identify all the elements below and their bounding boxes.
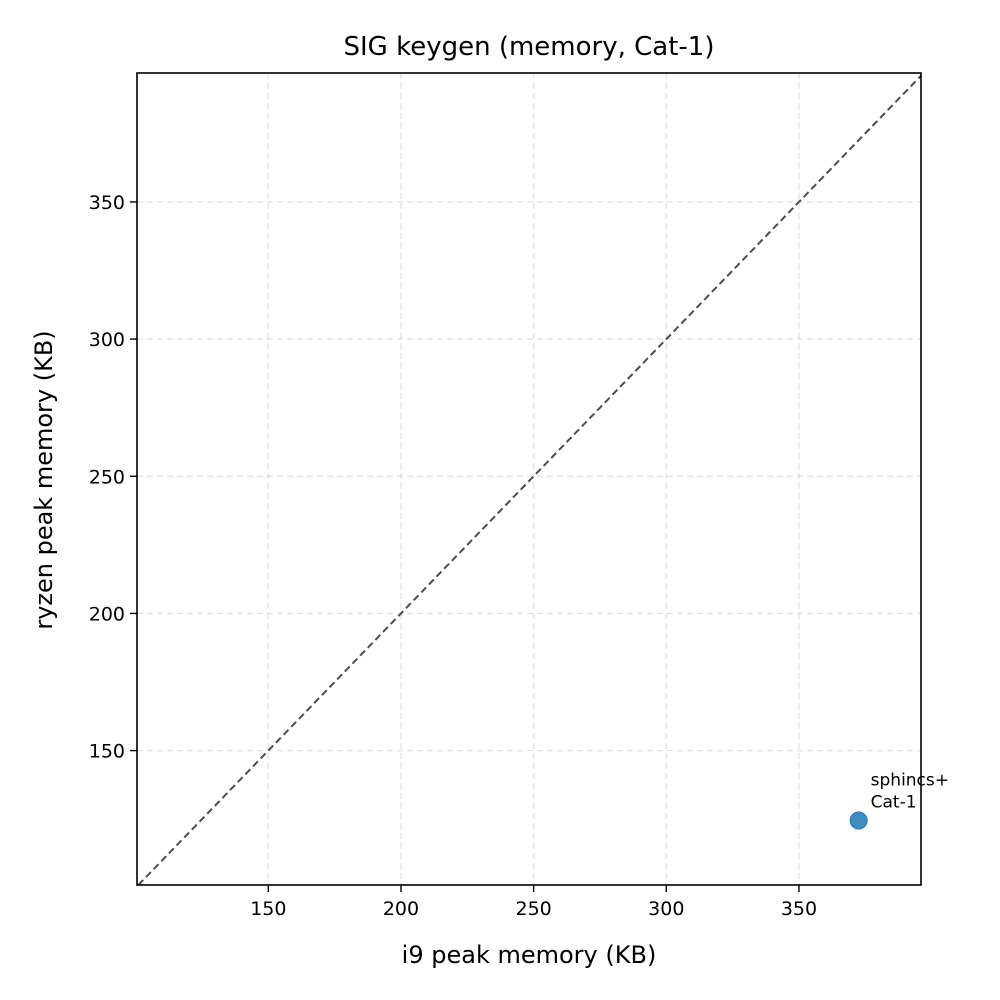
- y-tick-label: 150: [89, 741, 125, 763]
- point-annotation: sphincs+: [871, 771, 949, 791]
- data-points: sphincs+Cat-1: [849, 771, 949, 830]
- x-axis-ticks: 150 200 250 300 350: [250, 885, 817, 920]
- identity-line: [137, 75, 922, 886]
- y-axis-ticks: 150 200 250 300 350: [89, 192, 137, 763]
- chart-title: SIG keygen (memory, Cat-1): [344, 32, 715, 62]
- x-tick-label: 250: [516, 898, 552, 920]
- x-tick-label: 350: [781, 898, 817, 920]
- grid: [137, 73, 921, 885]
- point-annotation: Cat-1: [871, 793, 917, 813]
- y-tick-label: 300: [89, 329, 125, 351]
- x-tick-label: 150: [250, 898, 286, 920]
- x-tick-label: 300: [648, 898, 684, 920]
- y-tick-label: 200: [89, 603, 125, 625]
- identity-line-group: [137, 75, 922, 886]
- y-tick-label: 350: [89, 192, 125, 214]
- data-point: [849, 811, 868, 830]
- x-axis-label: i9 peak memory (KB): [402, 941, 657, 969]
- y-tick-label: 250: [89, 466, 125, 488]
- x-tick-label: 200: [383, 898, 419, 920]
- y-axis-label: ryzen peak memory (KB): [30, 330, 58, 629]
- plot-frame: [136, 72, 922, 886]
